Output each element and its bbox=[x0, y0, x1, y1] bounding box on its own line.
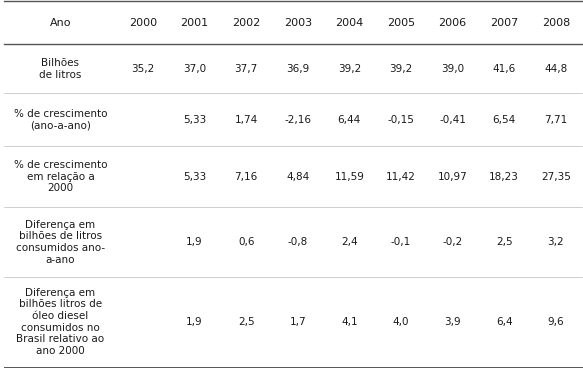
Text: 5,33: 5,33 bbox=[183, 115, 206, 125]
Text: 6,4: 6,4 bbox=[496, 317, 512, 327]
Text: 6,54: 6,54 bbox=[493, 115, 516, 125]
Text: 2004: 2004 bbox=[335, 18, 363, 28]
Text: 2003: 2003 bbox=[284, 18, 312, 28]
Text: 39,2: 39,2 bbox=[338, 64, 361, 74]
Text: 10,97: 10,97 bbox=[438, 172, 468, 182]
Text: 4,0: 4,0 bbox=[393, 317, 409, 327]
Text: 1,9: 1,9 bbox=[186, 237, 203, 247]
Text: -0,8: -0,8 bbox=[287, 237, 308, 247]
Text: 2006: 2006 bbox=[438, 18, 466, 28]
Text: -0,1: -0,1 bbox=[391, 237, 411, 247]
Text: 35,2: 35,2 bbox=[131, 64, 154, 74]
Text: 2005: 2005 bbox=[387, 18, 415, 28]
Text: -0,2: -0,2 bbox=[442, 237, 463, 247]
Text: 9,6: 9,6 bbox=[547, 317, 564, 327]
Text: 37,0: 37,0 bbox=[183, 64, 206, 74]
Text: 2000: 2000 bbox=[129, 18, 157, 28]
Text: 3,9: 3,9 bbox=[444, 317, 461, 327]
Text: 41,6: 41,6 bbox=[493, 64, 516, 74]
Text: -0,15: -0,15 bbox=[388, 115, 415, 125]
Text: Ano: Ano bbox=[50, 18, 71, 28]
Text: Bilhões
de litros: Bilhões de litros bbox=[39, 58, 82, 79]
Text: 3,2: 3,2 bbox=[547, 237, 564, 247]
Text: 37,7: 37,7 bbox=[234, 64, 258, 74]
Text: 27,35: 27,35 bbox=[541, 172, 571, 182]
Text: -0,41: -0,41 bbox=[439, 115, 466, 125]
Text: 2002: 2002 bbox=[232, 18, 260, 28]
Text: 4,1: 4,1 bbox=[341, 317, 358, 327]
Text: 2,5: 2,5 bbox=[496, 237, 512, 247]
Text: % de crescimento
em relação a
2000: % de crescimento em relação a 2000 bbox=[14, 160, 107, 194]
Text: -2,16: -2,16 bbox=[285, 115, 311, 125]
Text: 2,4: 2,4 bbox=[341, 237, 358, 247]
Text: 11,59: 11,59 bbox=[335, 172, 364, 182]
Text: 1,7: 1,7 bbox=[289, 317, 306, 327]
Text: % de crescimento
(ano-a-ano): % de crescimento (ano-a-ano) bbox=[14, 109, 107, 131]
Text: 1,74: 1,74 bbox=[234, 115, 258, 125]
Text: 6,44: 6,44 bbox=[338, 115, 361, 125]
Text: 36,9: 36,9 bbox=[286, 64, 310, 74]
Text: Diferença em
bilhões litros de
óleo diesel
consumidos no
Brasil relativo ao
ano : Diferença em bilhões litros de óleo dies… bbox=[16, 288, 104, 356]
Text: 2007: 2007 bbox=[490, 18, 518, 28]
Text: 5,33: 5,33 bbox=[183, 172, 206, 182]
Text: 2,5: 2,5 bbox=[238, 317, 254, 327]
Text: 7,71: 7,71 bbox=[544, 115, 567, 125]
Text: 39,0: 39,0 bbox=[441, 64, 464, 74]
Text: 11,42: 11,42 bbox=[386, 172, 416, 182]
Text: 39,2: 39,2 bbox=[389, 64, 413, 74]
Text: 2008: 2008 bbox=[542, 18, 570, 28]
Text: 18,23: 18,23 bbox=[489, 172, 519, 182]
Text: Diferença em
bilhões de litros
consumidos ano-
a-ano: Diferença em bilhões de litros consumido… bbox=[16, 220, 105, 265]
Text: 7,16: 7,16 bbox=[234, 172, 258, 182]
Text: 4,84: 4,84 bbox=[286, 172, 310, 182]
Text: 0,6: 0,6 bbox=[238, 237, 254, 247]
Text: 44,8: 44,8 bbox=[544, 64, 567, 74]
Text: 2001: 2001 bbox=[181, 18, 209, 28]
Text: 1,9: 1,9 bbox=[186, 317, 203, 327]
